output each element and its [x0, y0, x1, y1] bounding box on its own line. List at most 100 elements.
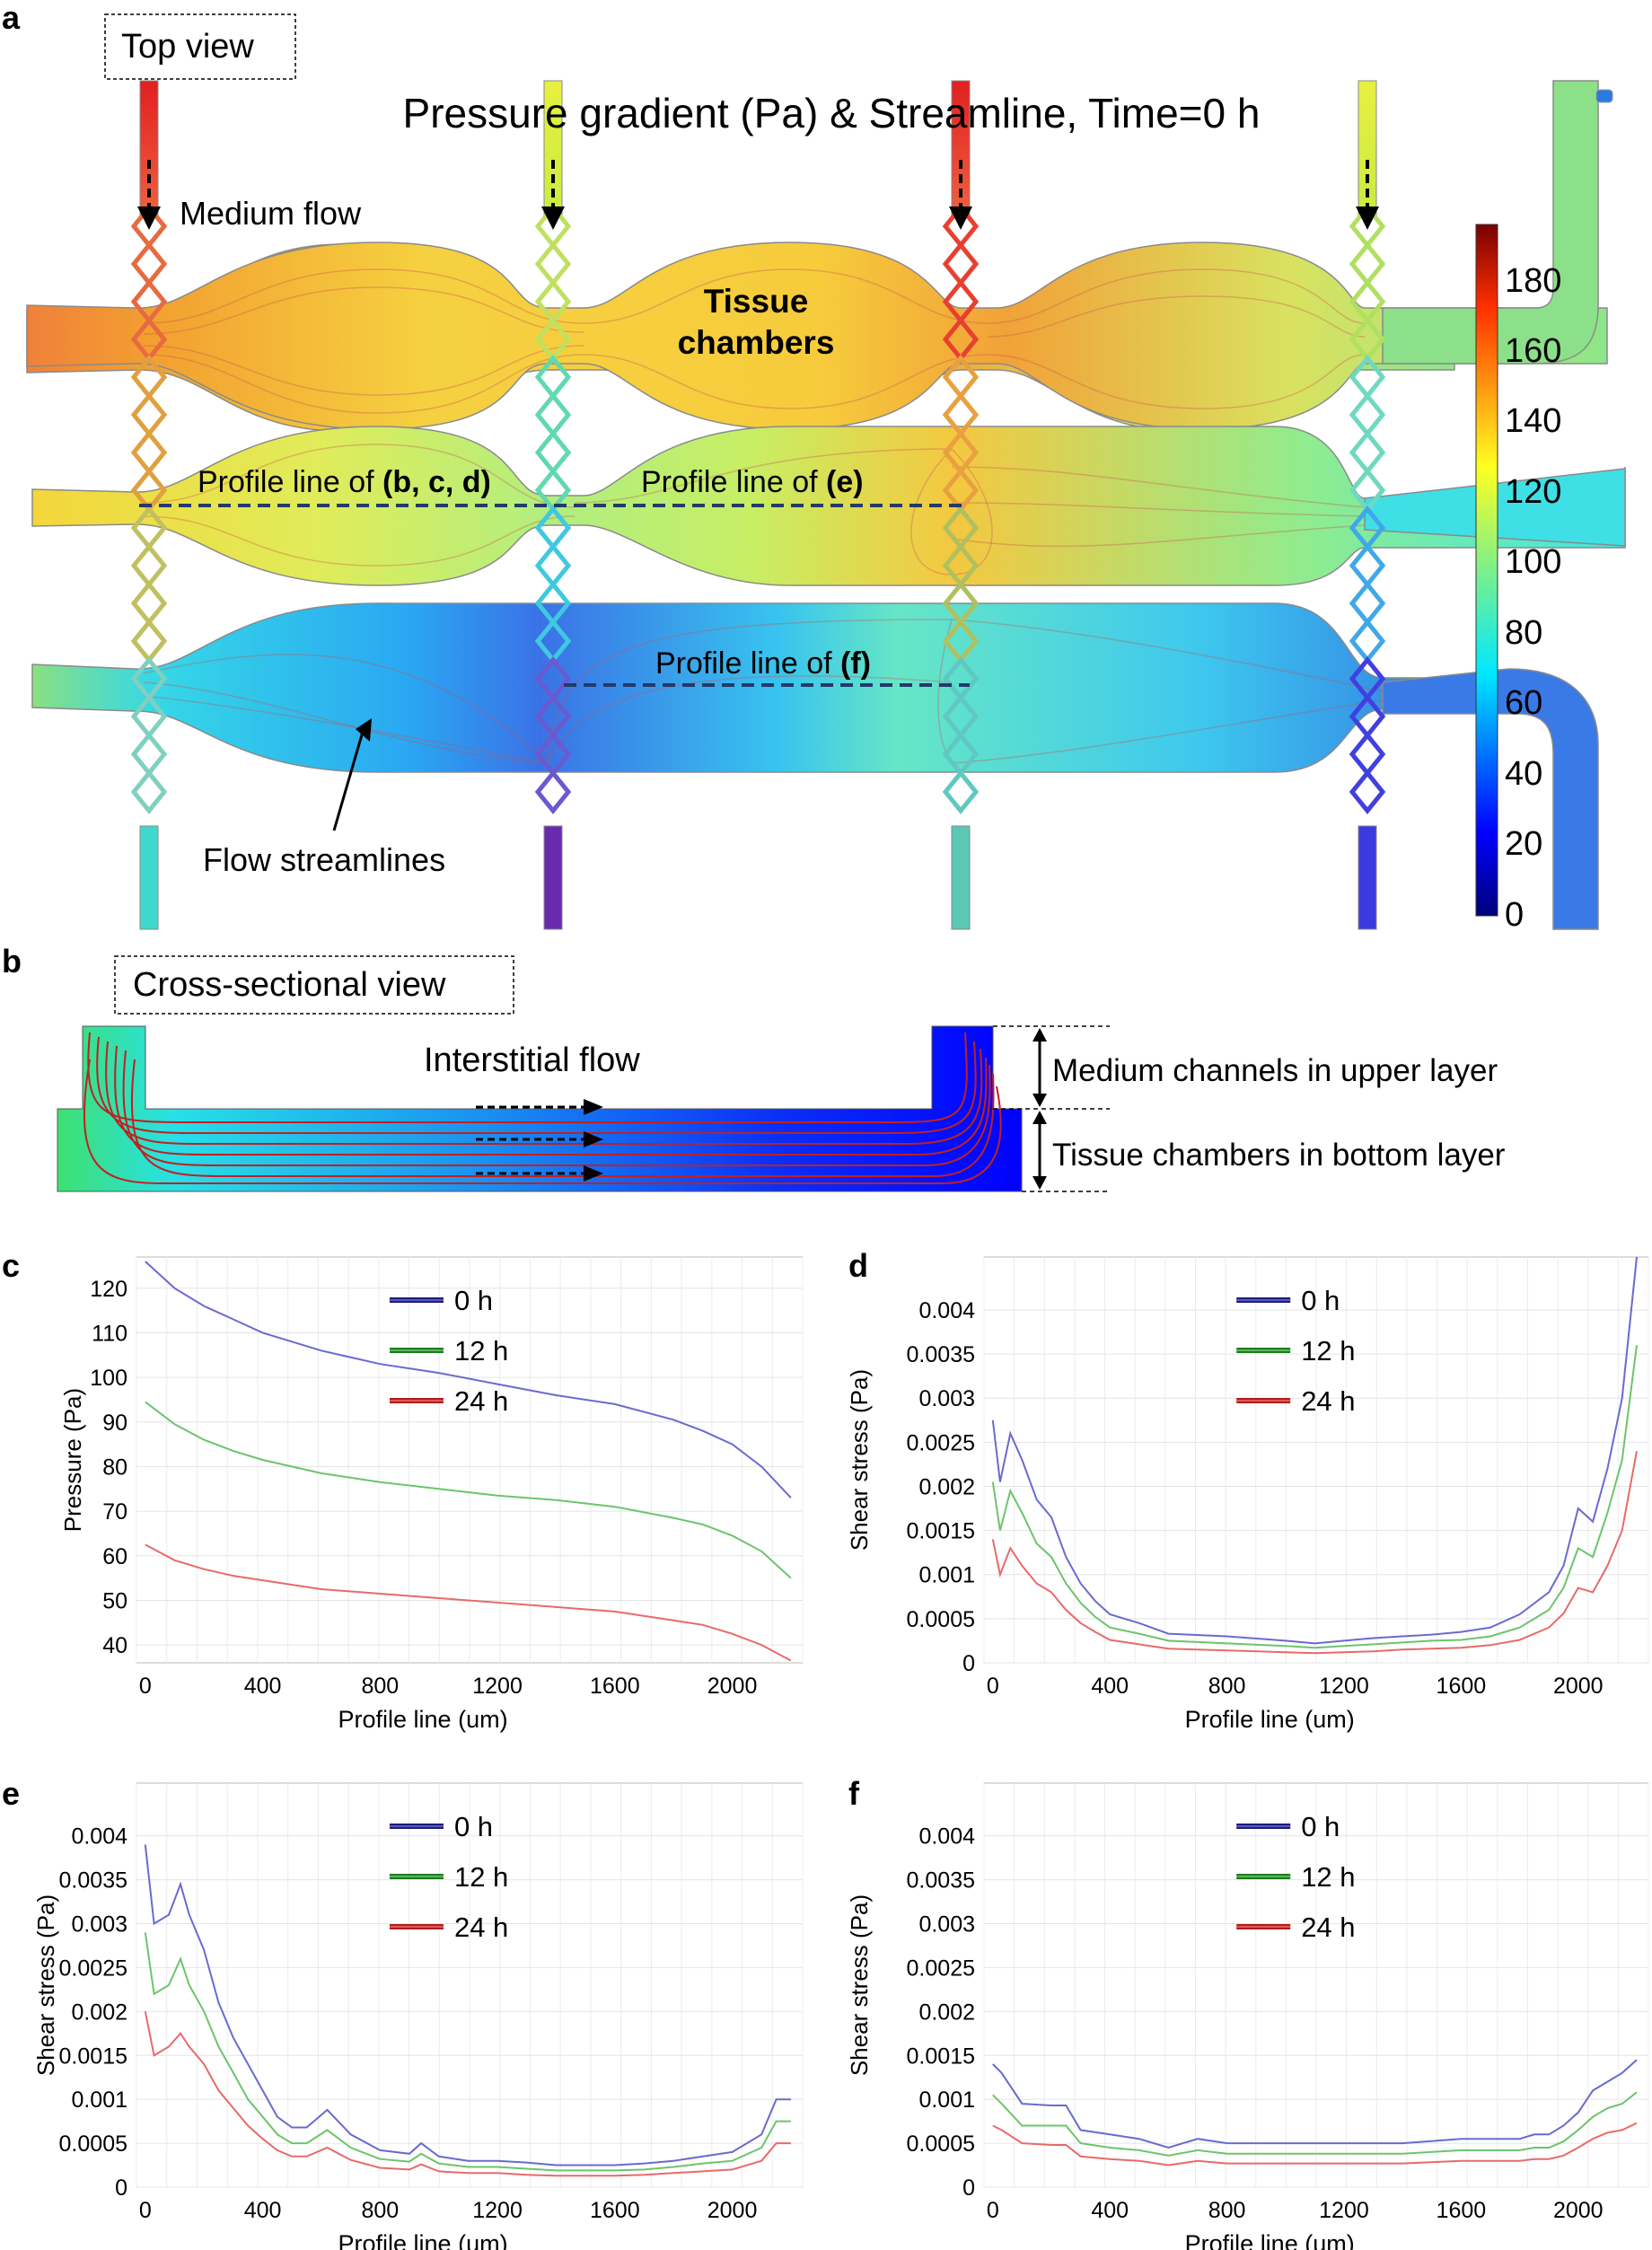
- y-tick-label: 60: [102, 1544, 127, 1569]
- streamline-pointer: [332, 731, 365, 831]
- x-tick-label: 1600: [590, 1674, 640, 1699]
- legend-label: 12 h: [1301, 1861, 1355, 1893]
- y-tick-label: 0.0035: [59, 1868, 127, 1894]
- panel-letter: f: [848, 1775, 860, 1812]
- profile-f-label: Profile line of (f): [655, 646, 871, 681]
- y-tick-label: 110: [92, 1321, 127, 1346]
- interstitial-label: Interstitial flow: [424, 1042, 640, 1079]
- profile-bcd-label: Profile line of (b, c, d): [198, 465, 491, 499]
- colorbar-tick: 160: [1505, 332, 1561, 370]
- series-line-0h: [144, 1844, 791, 2167]
- interstitial-arrows: [476, 1099, 603, 1182]
- y-tick-label: 0.003: [918, 1386, 975, 1411]
- streamline-pointer-head: [356, 718, 372, 742]
- y-tick-label: 0.004: [918, 1298, 975, 1323]
- y-tick-label: 0.002: [918, 2000, 975, 2025]
- diamond-segment: [534, 430, 572, 475]
- x-tick-label: 800: [1208, 1674, 1246, 1699]
- series-line-12h: [145, 1401, 792, 1579]
- x-tick-label: 2000: [1553, 2198, 1604, 2223]
- y-tick-label: 0.0005: [907, 2131, 975, 2157]
- x-tick-label: 800: [361, 2198, 399, 2223]
- x-tick-label: 400: [244, 2198, 282, 2223]
- y-tick-label: 0.0005: [59, 2131, 127, 2157]
- diamond-segment: [1349, 581, 1386, 626]
- panel-a-letter: a: [2, 0, 21, 36]
- panel-letter: d: [848, 1247, 868, 1284]
- y-tick-label: 0.001: [918, 1563, 975, 1588]
- x-tick-label: 0: [987, 1674, 999, 1699]
- y-tick-label: 0.003: [71, 1912, 127, 1938]
- diamond-segment: [534, 769, 572, 814]
- series-line-12h: [991, 1345, 1638, 1649]
- top-view-box: [104, 13, 296, 80]
- legend-label: 0 h: [1301, 1285, 1340, 1316]
- upper-layer-label: Medium channels in upper layer: [1052, 1053, 1498, 1088]
- y-tick-label: 50: [102, 1588, 127, 1613]
- diamond-segment: [534, 242, 572, 286]
- colorbar-tick: 20: [1505, 825, 1542, 863]
- legend-label: 24 h: [454, 1912, 508, 1943]
- y-tick-label: 0.0015: [907, 2043, 975, 2069]
- panel-b: b Cross-sectional view Interstitial flow: [2, 943, 1506, 1192]
- medium-channel-3-bottom: [951, 825, 971, 930]
- diamond-segment: [1349, 392, 1386, 437]
- x-tick-label: 0: [139, 2198, 152, 2223]
- chart-d: d 0 0.0005 0.001 0.0015 0.002 0.0025 0.003 0.003…: [846, 1247, 1649, 1733]
- legend-label: 12 h: [1301, 1335, 1355, 1367]
- y-tick-label: 0.0025: [907, 1956, 975, 1981]
- diamond-segment: [534, 392, 572, 437]
- x-tick-label: 800: [361, 1674, 399, 1699]
- profile-e-label: Profile line of (e): [641, 465, 864, 499]
- streamlines-row-1: [143, 268, 1366, 414]
- x-tick-label: 1600: [1437, 2198, 1487, 2223]
- colorbar: [1475, 224, 1498, 917]
- diamond-segment: [1349, 619, 1386, 664]
- diamond-segment: [130, 392, 168, 437]
- chamber-channel-3: [31, 602, 1527, 773]
- y-tick-label: 0.004: [71, 1824, 127, 1850]
- chart-f: f 0 0.0005 0.001 0.0015 0.002 0.0025 0.003 0.003…: [846, 1775, 1649, 2250]
- diamond-segment: [942, 242, 980, 286]
- panel-b-letter: b: [2, 943, 22, 980]
- y-tick-label: 0.001: [71, 2087, 127, 2113]
- colorbar-tick: 40: [1505, 755, 1542, 793]
- cross-section-box: [114, 955, 514, 1015]
- colorbar-tick: 140: [1505, 402, 1561, 440]
- legend-label: 12 h: [454, 1335, 508, 1367]
- y-tick-label: 80: [102, 1455, 127, 1480]
- x-axis-label: Profile line (um): [1185, 1706, 1355, 1733]
- medium-flow-arrows: [137, 160, 1379, 230]
- layer-dimension-arrows: [1032, 1028, 1047, 1190]
- diamond-segment: [1349, 543, 1386, 588]
- medium-channel-1-bottom: [139, 825, 159, 930]
- cross-section-streamlines: [83, 1032, 1002, 1184]
- y-tick-label: 0.0025: [59, 1956, 127, 1981]
- x-tick-label: 2000: [707, 2198, 758, 2223]
- x-tick-label: 400: [244, 1674, 282, 1699]
- chart-e: e 0 0.0005 0.001 0.0015 0.002 0.0025 0.003 0.003…: [2, 1775, 804, 2250]
- legend-label: 12 h: [454, 1861, 508, 1893]
- y-tick-label: 0.004: [918, 1824, 975, 1850]
- diamond-segment: [130, 581, 168, 626]
- x-tick-label: 1600: [590, 2198, 640, 2223]
- bottom-layer-label: Tissue chambers in bottom layer: [1052, 1138, 1506, 1173]
- panel-a: a Top view: [2, 0, 1626, 934]
- series-line-0h: [145, 1261, 792, 1499]
- colorbar-tick: 80: [1505, 614, 1542, 652]
- panel-letter: c: [2, 1247, 20, 1284]
- x-tick-label: 1600: [1437, 1674, 1487, 1699]
- y-tick-label: 0: [115, 2175, 127, 2201]
- diamond-segment: [130, 430, 168, 475]
- legend-label: 24 h: [1301, 1912, 1355, 1943]
- y-axis-label: Shear stress (Pa): [846, 1369, 873, 1551]
- y-tick-label: 0.0035: [907, 1868, 975, 1894]
- colorbar-tick: 180: [1505, 262, 1561, 300]
- x-tick-label: 1200: [1319, 1674, 1369, 1699]
- medium-channel-4-bottom: [1358, 825, 1377, 930]
- legend-label: 24 h: [454, 1385, 508, 1417]
- diamond-segment: [1349, 769, 1386, 814]
- diamond-segment: [1349, 732, 1386, 777]
- colorbar-ticks: 180 160 140 120 100 80 60 40 20 0: [1505, 262, 1561, 934]
